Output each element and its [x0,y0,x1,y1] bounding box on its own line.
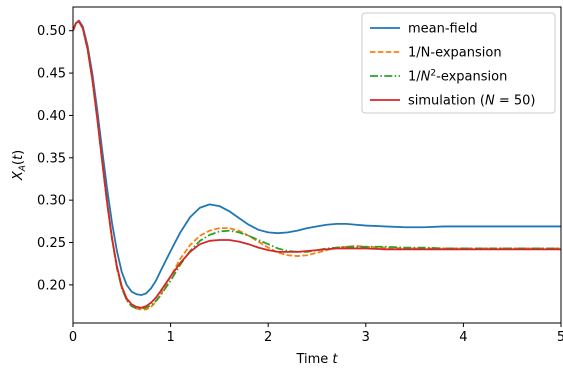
plot-frame [72,6,562,324]
legend-items: mean-field 1/N-expansion 1/N2-expansion sim… [370,22,536,109]
series-line-1 [73,19,561,296]
y-axis-ticks: 0.20 0.25 0.30 0.35 0.40 0.45 0.50 [37,24,73,293]
x-tick-label: 5 [557,330,563,345]
y-tick-label: 0.45 [37,67,66,82]
x-axis-ticks: 0 1 2 3 4 5 [69,323,563,345]
x-tick-label: 3 [362,330,370,345]
y-tick-label: 0.30 [37,194,66,209]
y-tick-label: 0.50 [37,24,66,39]
x-axis-label-text: Time t [295,352,338,367]
y-tick-label: 0.40 [37,109,66,124]
legend-label-1: mean-field [408,22,478,37]
x-tick-label: 4 [459,330,467,345]
legend: mean-field 1/N-expansion 1/N2-expansion sim… [361,12,556,114]
y-axis-label: XA(t) [11,150,28,181]
x-tick-label: 0 [69,330,77,345]
y-tick-label: 0.25 [37,236,66,251]
x-tick-label: 1 [166,330,174,345]
legend-label-3: 1/N2-expansion [408,69,507,85]
y-tick-label: 0.20 [37,278,66,293]
legend-label-2: 1/N-expansion [408,46,502,61]
legend-label-4: simulation (N = 50) [408,94,536,109]
series-line-4 [73,20,561,309]
x-tick-label: 2 [264,330,272,345]
y-tick-label: 0.35 [37,151,66,166]
legend-box [361,12,556,114]
series-layer [73,19,561,311]
